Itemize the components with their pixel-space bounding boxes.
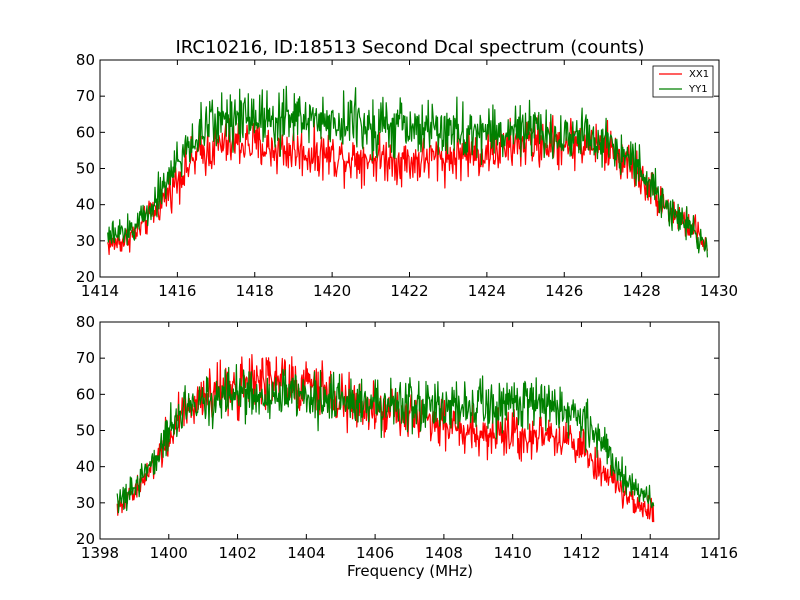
bottom-y-tick-label: 70	[76, 349, 95, 367]
bottom-y-tick-label: 60	[76, 385, 95, 403]
top-x-tick-label: 1424	[468, 282, 506, 300]
top-y-tick-label: 80	[76, 51, 95, 69]
top-panel: IRC10216, ID:18513 Second Dcal spectrum …	[76, 37, 738, 300]
bottom-x-tick-label: 1398	[81, 544, 119, 562]
bottom-series-group	[116, 354, 655, 523]
legend-label-xx1: XX1	[689, 69, 709, 80]
bottom-y-tick-label: 40	[76, 458, 95, 476]
top-ticks-group: 1414 1416 1418 1420 1422 1424 1426 1428 1430 20 30…	[76, 51, 738, 300]
top-y-tick-label: 30	[76, 232, 95, 250]
top-y-tick-label: 60	[76, 123, 95, 141]
legend: XX1 YY1	[652, 65, 714, 98]
bottom-x-tick-label: 1404	[287, 544, 325, 562]
bottom-y-tick-label: 80	[76, 313, 95, 331]
top-x-tick-label: 1426	[545, 282, 583, 300]
top-series-yy1-line	[107, 85, 708, 258]
bottom-x-tick-label: 1402	[218, 544, 256, 562]
bottom-x-tick-label: 1406	[356, 544, 394, 562]
bottom-y-tick-label: 30	[76, 494, 95, 512]
chart-title: IRC10216, ID:18513 Second Dcal spectrum …	[176, 37, 645, 58]
bottom-x-tick-label: 1416	[700, 544, 738, 562]
bottom-x-tick-label: 1408	[425, 544, 463, 562]
bottom-x-tick-label: 1410	[494, 544, 532, 562]
top-x-tick-label: 1414	[81, 282, 119, 300]
bottom-panel: 1398 1400 1402 1404 1406 1408 1410 1412 1414 1416…	[76, 313, 738, 580]
bottom-ticks-group: 1398 1400 1402 1404 1406 1408 1410 1412 1414 1416…	[76, 313, 738, 562]
top-y-tick-label: 40	[76, 196, 95, 214]
top-x-tick-label: 1418	[236, 282, 274, 300]
top-x-tick-label: 1430	[700, 282, 738, 300]
bottom-series-green-line	[116, 364, 655, 514]
top-x-tick-label: 1416	[158, 282, 196, 300]
legend-box	[652, 65, 714, 98]
x-axis-label: Frequency (MHz)	[347, 562, 473, 580]
legend-label-yy1: YY1	[688, 84, 708, 95]
top-x-tick-label: 1420	[313, 282, 351, 300]
top-x-tick-label: 1428	[623, 282, 661, 300]
bottom-x-tick-label: 1400	[150, 544, 188, 562]
bottom-y-tick-label: 50	[76, 422, 95, 440]
bottom-y-tick-label: 20	[76, 530, 95, 548]
top-x-tick-label: 1422	[390, 282, 428, 300]
bottom-x-tick-label: 1414	[631, 544, 669, 562]
top-y-tick-label: 70	[76, 87, 95, 105]
top-y-tick-label: 20	[76, 268, 95, 286]
bottom-x-tick-label: 1412	[562, 544, 600, 562]
top-y-tick-label: 50	[76, 160, 95, 178]
top-series-group	[107, 85, 708, 258]
